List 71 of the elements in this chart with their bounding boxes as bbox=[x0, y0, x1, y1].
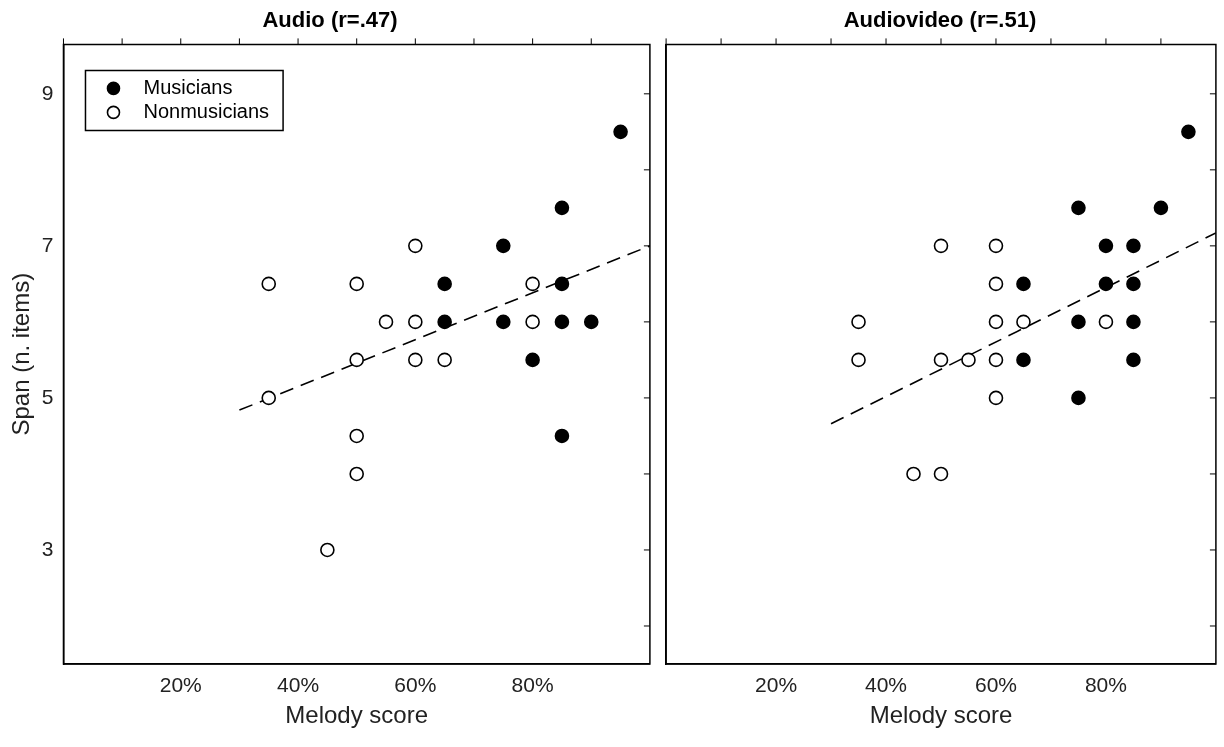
point bbox=[349, 276, 364, 292]
point bbox=[1126, 352, 1141, 368]
y-tick-label: 9 bbox=[41, 80, 54, 104]
chart-title: Audio (r=.47) bbox=[262, 7, 398, 33]
point bbox=[408, 352, 423, 368]
point bbox=[437, 314, 452, 330]
point bbox=[525, 276, 540, 292]
point bbox=[1181, 124, 1196, 140]
x-axis-title: Melody score bbox=[285, 701, 429, 729]
point bbox=[1071, 314, 1086, 330]
point bbox=[988, 390, 1004, 406]
y-tick-label: 3 bbox=[41, 536, 54, 560]
point bbox=[961, 352, 976, 368]
point bbox=[988, 238, 1004, 254]
point bbox=[1016, 352, 1031, 368]
legend-label: Musicians bbox=[143, 75, 233, 98]
point bbox=[554, 428, 570, 444]
point bbox=[437, 352, 452, 368]
point bbox=[320, 542, 335, 558]
x-tick-label: 60% bbox=[394, 673, 437, 697]
point bbox=[906, 466, 921, 482]
x-tick-label: 40% bbox=[277, 673, 320, 697]
point bbox=[1126, 314, 1141, 330]
point bbox=[988, 352, 1004, 368]
point bbox=[1126, 276, 1141, 292]
point bbox=[408, 314, 423, 330]
point bbox=[261, 390, 277, 406]
x-tick-label: 40% bbox=[865, 673, 908, 697]
point bbox=[1016, 314, 1031, 330]
point bbox=[496, 238, 511, 254]
point bbox=[349, 466, 364, 482]
point bbox=[437, 276, 452, 292]
point bbox=[613, 124, 628, 140]
point bbox=[933, 466, 949, 482]
point bbox=[525, 352, 540, 368]
legend-label: Nonmusicians bbox=[143, 99, 270, 122]
point bbox=[1153, 200, 1169, 216]
x-axis-title: Melody score bbox=[869, 701, 1013, 729]
point bbox=[1098, 238, 1114, 254]
x-tick-label: 20% bbox=[159, 673, 202, 697]
point bbox=[1126, 238, 1141, 254]
point bbox=[554, 200, 570, 216]
x-tick-label: 20% bbox=[755, 673, 798, 697]
point bbox=[554, 314, 570, 330]
point bbox=[1071, 390, 1086, 406]
point bbox=[496, 314, 511, 330]
point bbox=[261, 276, 277, 292]
x-tick-label: 80% bbox=[511, 673, 554, 697]
y-tick-label: 5 bbox=[41, 384, 54, 408]
point bbox=[933, 238, 949, 254]
point bbox=[988, 276, 1004, 292]
point bbox=[1098, 314, 1114, 330]
point bbox=[851, 314, 866, 330]
point bbox=[583, 314, 599, 330]
point bbox=[988, 314, 1004, 330]
chart-title: Audiovideo (r=.51) bbox=[843, 7, 1037, 33]
point bbox=[1016, 276, 1031, 292]
point bbox=[378, 314, 394, 330]
x-tick-label: 80% bbox=[1084, 673, 1127, 697]
point bbox=[554, 276, 570, 292]
y-tick-label: 7 bbox=[41, 232, 54, 256]
point bbox=[408, 238, 423, 254]
point bbox=[525, 314, 540, 330]
point bbox=[349, 352, 364, 368]
point bbox=[1098, 276, 1114, 292]
y-axis-title: Span (n. items) bbox=[7, 272, 35, 436]
point bbox=[933, 352, 949, 368]
x-tick-label: 60% bbox=[974, 673, 1017, 697]
point bbox=[349, 428, 364, 444]
point bbox=[1071, 200, 1086, 216]
point bbox=[851, 352, 866, 368]
